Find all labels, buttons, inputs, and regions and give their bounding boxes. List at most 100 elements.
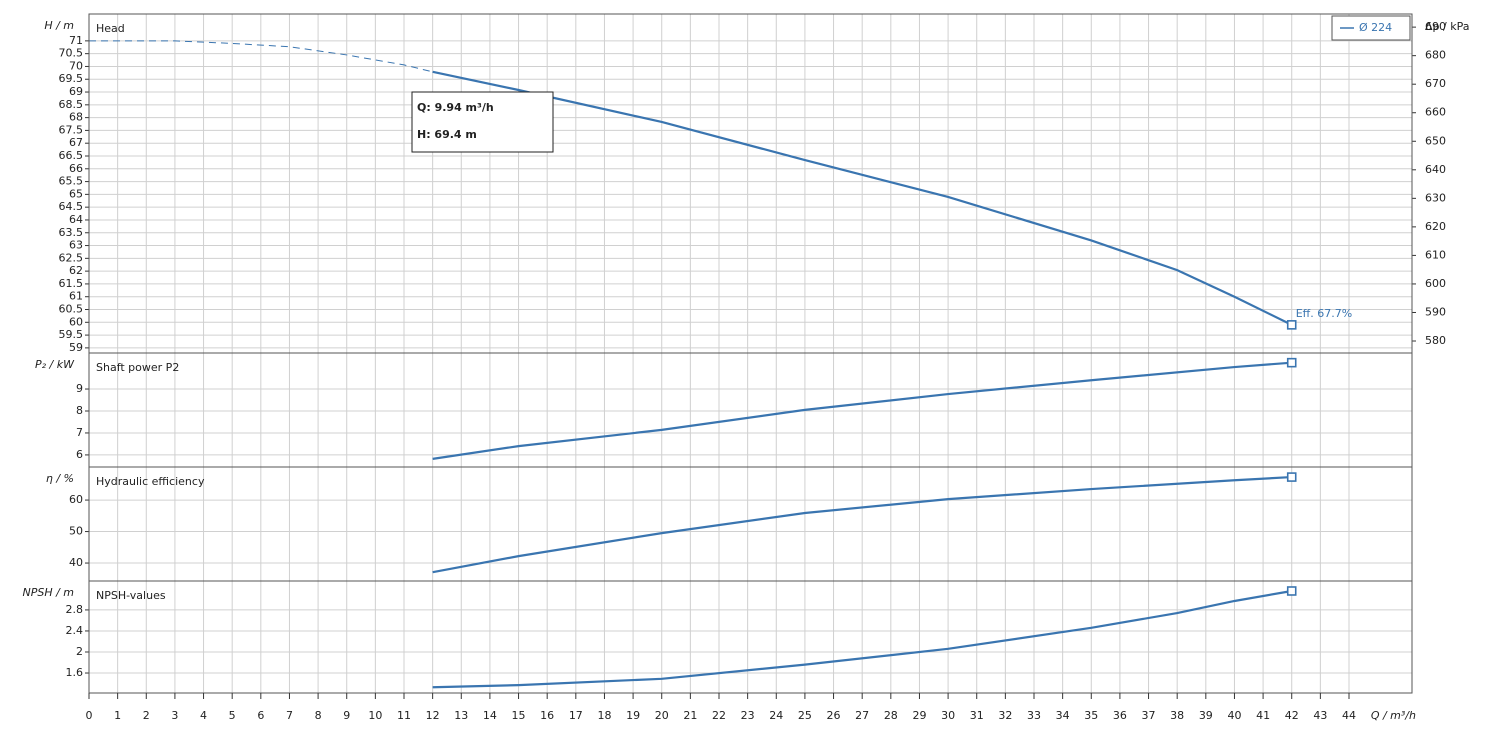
x-tick-label: 13 [454, 709, 468, 722]
y2-tick-label: 620 [1425, 220, 1446, 233]
y-tick-label: 60 [69, 315, 83, 328]
y2-tick-label: 580 [1425, 334, 1446, 347]
x-tick-label: 12 [426, 709, 440, 722]
panel [89, 467, 1412, 581]
x-tick-label: 37 [1142, 709, 1156, 722]
y-tick-label: 69 [69, 85, 83, 98]
y-tick-label: 59 [69, 341, 83, 354]
annotation: Q: 9.94 m³/h [417, 101, 494, 114]
y2-tick-label: 590 [1425, 305, 1446, 318]
panel [89, 14, 1412, 353]
y-tick-label: 63 [69, 239, 83, 252]
end-marker [1286, 320, 1297, 330]
y-axis-label: P₂ / kW [35, 358, 75, 371]
y-tick-label: 2.4 [66, 624, 84, 637]
panel-title: Head [96, 22, 125, 35]
x-tick-label: 7 [286, 709, 293, 722]
x-tick-label: 15 [512, 709, 526, 722]
y-tick-label: 62.5 [59, 251, 84, 264]
x-tick-label: 29 [912, 709, 926, 722]
curve [432, 475, 1292, 574]
x-tick-label: 11 [397, 709, 411, 722]
x-tick-label: 22 [712, 709, 726, 722]
y-tick-label: 67 [69, 136, 83, 149]
y-tick-label: 67.5 [59, 123, 84, 136]
x-tick-label: 26 [827, 709, 841, 722]
end-label: Eff. 67.7% [1296, 307, 1352, 320]
y-tick-label: 64.5 [59, 200, 84, 213]
curve [89, 40, 433, 73]
x-tick-label: 10 [368, 709, 382, 722]
y-tick-label: 40 [69, 556, 83, 569]
panel-border [88, 580, 1413, 694]
x-tick-label: 31 [970, 709, 984, 722]
x-tick-label: 8 [315, 709, 322, 722]
x-tick-label: 16 [540, 709, 554, 722]
end-marker [1286, 472, 1297, 482]
y-tick-label: 7 [76, 426, 83, 439]
x-tick-label: 39 [1199, 709, 1213, 722]
x-tick-label: 3 [171, 709, 178, 722]
panel [89, 581, 1412, 693]
y-tick-label: 8 [76, 404, 83, 417]
panel-title: Hydraulic efficiency [96, 475, 205, 488]
y-tick-label: 65.5 [59, 175, 84, 188]
end-marker [1286, 586, 1297, 596]
y-tick-label: 61.5 [59, 277, 84, 290]
y2-tick-label: 650 [1425, 134, 1446, 147]
y-axis-label: NPSH / m [22, 586, 74, 599]
y-tick-label: 50 [69, 525, 83, 538]
y-tick-label: 61 [69, 290, 83, 303]
x-tick-label: 34 [1056, 709, 1070, 722]
x-tick-label: 2 [143, 709, 150, 722]
panel [89, 353, 1412, 467]
panel-title: Shaft power P2 [96, 361, 179, 374]
x-tick-label: 32 [998, 709, 1012, 722]
y2-tick-label: 690 [1425, 20, 1446, 33]
y-tick-label: 69.5 [59, 72, 84, 85]
x-tick-label: 4 [200, 709, 207, 722]
x-tick-label: 42 [1285, 709, 1299, 722]
x-tick-label: 28 [884, 709, 898, 722]
annotation: H: 69.4 m [417, 128, 477, 141]
x-tick-label: 36 [1113, 709, 1127, 722]
y-tick-label: 66.5 [59, 149, 84, 162]
x-tick-label: 23 [741, 709, 755, 722]
x-tick-label: 21 [683, 709, 697, 722]
x-tick-label: 9 [343, 709, 350, 722]
x-tick-label: 1 [114, 709, 121, 722]
y-tick-label: 65 [69, 187, 83, 200]
y2-tick-label: 680 [1425, 49, 1446, 62]
x-tick-label: 27 [855, 709, 869, 722]
x-tick-label: 33 [1027, 709, 1041, 722]
y2-tick-label: 610 [1425, 248, 1446, 261]
y2-tick-label: 600 [1425, 277, 1446, 290]
curve [432, 361, 1292, 460]
x-tick-label: 41 [1256, 709, 1270, 722]
y-tick-label: 2.8 [66, 603, 84, 616]
legend-label: Ø 224 [1359, 21, 1392, 34]
x-tick-label: 19 [626, 709, 640, 722]
x-tick-label: 14 [483, 709, 497, 722]
annotation-box [411, 91, 554, 153]
panel-title: NPSH-values [96, 589, 166, 602]
y-tick-label: 6 [76, 448, 83, 461]
y-tick-label: 64 [69, 213, 83, 226]
end-marker [1286, 357, 1297, 368]
curve [432, 589, 1292, 689]
x-tick-label: 44 [1342, 709, 1356, 722]
y2-tick-label: 670 [1425, 77, 1446, 90]
x-tick-label: 30 [941, 709, 955, 722]
x-tick-label: 17 [569, 709, 583, 722]
x-tick-label: 6 [257, 709, 264, 722]
y-tick-label: 62 [69, 264, 83, 277]
y-tick-label: 60 [69, 493, 83, 506]
x-tick-label: 5 [229, 709, 236, 722]
x-tick-label: 20 [655, 709, 669, 722]
y-tick-label: 71 [69, 34, 83, 47]
x-tick-label: 38 [1170, 709, 1184, 722]
y-tick-label: 66 [69, 162, 83, 175]
y2-tick-label: 660 [1425, 106, 1446, 119]
y-tick-label: 60.5 [59, 303, 84, 316]
